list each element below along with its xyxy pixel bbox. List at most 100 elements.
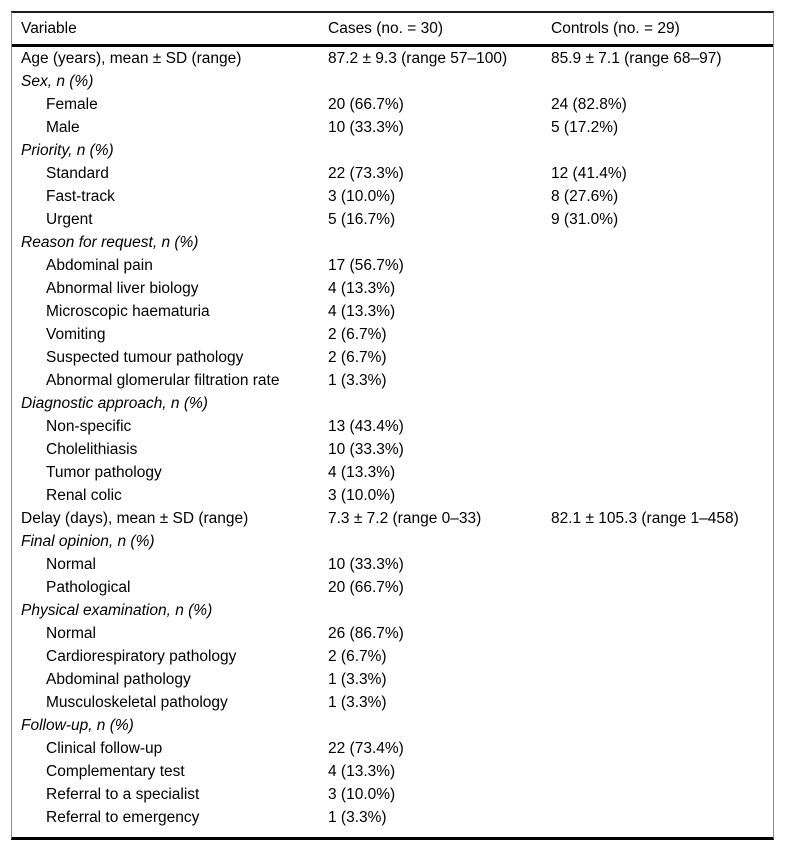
table-row: Clinical follow-up 22 (73.4%): [12, 737, 773, 760]
row-controls-value: [542, 231, 773, 254]
row-cases-value: 2 (6.7%): [328, 326, 387, 343]
row-controls-value: [542, 806, 773, 829]
row-label: Physical examination, n (%): [21, 602, 213, 619]
row-cases-value: [319, 231, 542, 254]
table-row: Abnormal liver biology 4 (13.3%): [12, 277, 773, 300]
row-controls-value: [542, 714, 773, 737]
row-label: Pathological: [46, 579, 131, 596]
row-label: Follow-up, n (%): [21, 717, 134, 734]
row-controls-value: [542, 691, 773, 714]
row-controls-value: [542, 576, 773, 599]
row-label: Female: [46, 96, 98, 113]
row-controls-value: [542, 438, 773, 461]
row-cases-value: [319, 139, 542, 162]
row-cases-value: 1 (3.3%): [328, 809, 387, 826]
table-row: Microscopic haematuria 4 (13.3%): [12, 300, 773, 323]
row-cases-value: 3 (10.0%): [328, 487, 396, 504]
table-row: Abdominal pathology 1 (3.3%): [12, 668, 773, 691]
row-controls-value: [542, 323, 773, 346]
table-row: Normal 10 (33.3%): [12, 553, 773, 576]
table-row: Cardiorespiratory pathology 2 (6.7%): [12, 645, 773, 668]
table-row: Fast-track 3 (10.0%) 8 (27.6%): [12, 185, 773, 208]
case-control-table-box: Variable Cases (no. = 30) Controls (no. …: [11, 11, 774, 840]
row-cases-value: 4 (13.3%): [328, 464, 396, 481]
row-cases-value: 10 (33.3%): [328, 119, 404, 136]
row-controls-value: [542, 461, 773, 484]
table-row: Physical examination, n (%): [12, 599, 773, 622]
table-row: Follow-up, n (%): [12, 714, 773, 737]
row-controls-value: 85.9 ± 7.1 (range 68–97): [551, 50, 722, 67]
row-label: Referral to emergency: [46, 809, 200, 826]
row-controls-value: 5 (17.2%): [551, 119, 619, 136]
row-label: Referral to a specialist: [46, 786, 200, 803]
row-label: Normal: [46, 556, 96, 573]
row-cases-value: 4 (13.3%): [328, 303, 396, 320]
row-cases-value: 3 (10.0%): [328, 188, 396, 205]
row-label: Urgent: [46, 211, 93, 228]
row-cases-value: 7.3 ± 7.2 (range 0–33): [328, 510, 482, 527]
table-row: Male 10 (33.3%) 5 (17.2%): [12, 116, 773, 139]
row-cases-value: 17 (56.7%): [328, 257, 404, 274]
table-row: Pathological 20 (66.7%): [12, 576, 773, 599]
row-label: Suspected tumour pathology: [46, 349, 244, 366]
row-controls-value: [542, 300, 773, 323]
row-controls-value: 9 (31.0%): [551, 211, 619, 228]
row-controls-value: [542, 277, 773, 300]
column-header-variable: Variable: [12, 13, 319, 47]
row-label: Delay (days), mean ± SD (range): [21, 510, 249, 527]
row-controls-value: [542, 622, 773, 645]
table-row: Normal 26 (86.7%): [12, 622, 773, 645]
row-cases-value: 1 (3.3%): [328, 671, 387, 688]
row-label: Male: [46, 119, 80, 136]
table-row: Suspected tumour pathology 2 (6.7%): [12, 346, 773, 369]
row-label: Reason for request, n (%): [21, 234, 199, 251]
table-row: Urgent 5 (16.7%) 9 (31.0%): [12, 208, 773, 231]
table-row: Delay (days), mean ± SD (range) 7.3 ± 7.…: [12, 507, 773, 530]
row-cases-value: 22 (73.3%): [328, 165, 404, 182]
row-cases-value: 2 (6.7%): [328, 349, 387, 366]
row-cases-value: 5 (16.7%): [328, 211, 396, 228]
row-label: Priority, n (%): [21, 142, 114, 159]
row-cases-value: [319, 392, 542, 415]
row-cases-value: 13 (43.4%): [328, 418, 404, 435]
row-label: Complementary test: [46, 763, 185, 780]
table-row: Sex, n (%): [12, 70, 773, 93]
row-controls-value: [542, 392, 773, 415]
row-controls-value: 8 (27.6%): [551, 188, 619, 205]
row-controls-value: [542, 254, 773, 277]
table-row: Age (years), mean ± SD (range) 87.2 ± 9.…: [12, 46, 773, 71]
table-row: Complementary test 4 (13.3%): [12, 760, 773, 783]
row-controls-value: [542, 369, 773, 392]
table-row: Final opinion, n (%): [12, 530, 773, 553]
table-row: Non-specific 13 (43.4%): [12, 415, 773, 438]
row-cases-value: [319, 530, 542, 553]
row-label: Abnormal glomerular filtration rate: [46, 372, 280, 389]
row-controls-value: [542, 737, 773, 760]
row-label: Musculoskeletal pathology: [46, 694, 228, 711]
row-label: Cholelithiasis: [46, 441, 138, 458]
row-label: Abnormal liver biology: [46, 280, 199, 297]
row-controls-value: 24 (82.8%): [551, 96, 627, 113]
row-cases-value: 26 (86.7%): [328, 625, 404, 642]
row-label: Sex, n (%): [21, 73, 94, 90]
row-label: Diagnostic approach, n (%): [21, 395, 208, 412]
table-row: Tumor pathology 4 (13.3%): [12, 461, 773, 484]
case-control-table: Variable Cases (no. = 30) Controls (no. …: [12, 13, 773, 829]
row-controls-value: [542, 415, 773, 438]
row-label: Non-specific: [46, 418, 132, 435]
table-row: Standard 22 (73.3%) 12 (41.4%): [12, 162, 773, 185]
row-cases-value: 4 (13.3%): [328, 763, 396, 780]
row-cases-value: 2 (6.7%): [328, 648, 387, 665]
row-label: Age (years), mean ± SD (range): [21, 50, 242, 67]
row-cases-value: 22 (73.4%): [328, 740, 404, 757]
row-controls-value: [542, 645, 773, 668]
table-row: Abdominal pain 17 (56.7%): [12, 254, 773, 277]
table-row: Vomiting 2 (6.7%): [12, 323, 773, 346]
row-controls-value: 82.1 ± 105.3 (range 1–458): [551, 510, 739, 527]
row-cases-value: 20 (66.7%): [328, 96, 404, 113]
row-label: Tumor pathology: [46, 464, 162, 481]
row-label: Microscopic haematuria: [46, 303, 210, 320]
row-cases-value: [319, 599, 542, 622]
row-label: Normal: [46, 625, 96, 642]
row-controls-value: [542, 783, 773, 806]
